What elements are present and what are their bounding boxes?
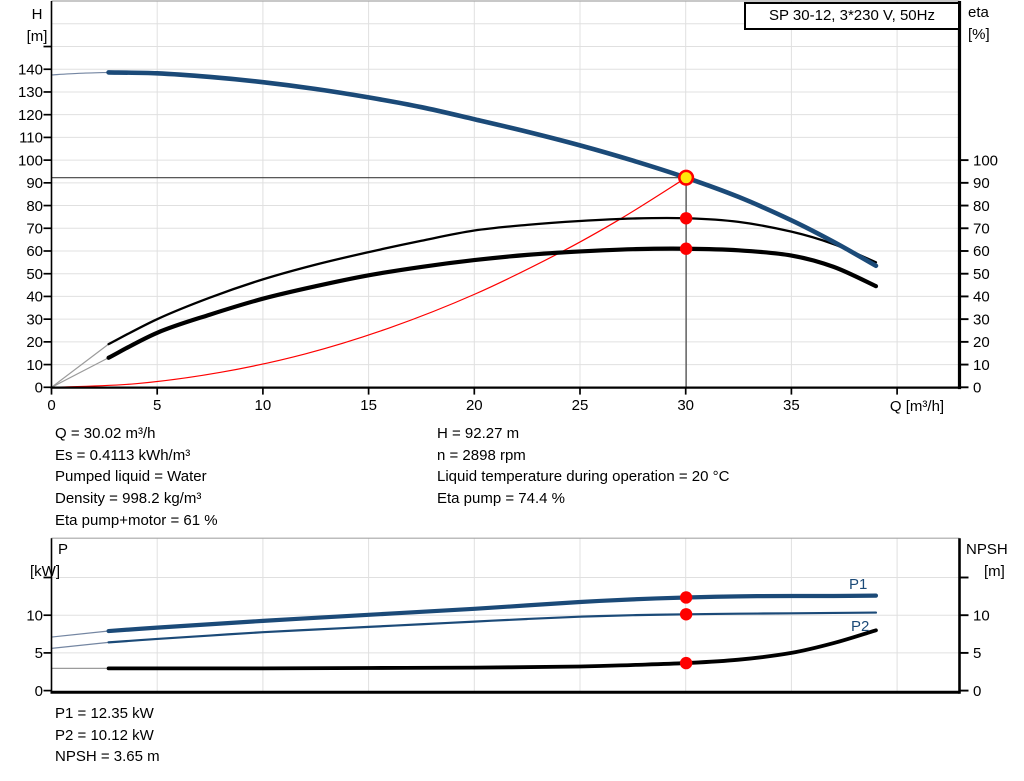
eta-axis-label-symbol: eta — [968, 4, 989, 21]
left-axis-tick-label: 90 — [26, 175, 43, 192]
left-axis-tick-label: 110 — [19, 130, 43, 147]
h-axis-label: H [m] — [14, 4, 60, 48]
p-axis-label-unit: [kW] — [30, 563, 60, 580]
duty-info-right-column: H = 92.27 m n = 2898 rpm Liquid temperat… — [437, 423, 729, 510]
pump-title-box: SP 30-12, 3*230 V, 50Hz — [744, 2, 960, 30]
head-curve — [106, 70, 879, 269]
p2-curve-lead-in — [51, 641, 109, 649]
p1-curve — [106, 593, 879, 634]
eta-pump-motor-curve — [106, 246, 879, 360]
left-axis-tick-label: 130 — [18, 84, 43, 101]
p1-curve-lead-in — [51, 630, 109, 638]
eta-pump-motor-curve-lead-in — [51, 357, 109, 388]
npsh-axis-label-symbol: NPSH — [966, 541, 1008, 558]
eta-axis-label: eta [%] — [968, 2, 1012, 46]
left-axis-tick-label: 20 — [26, 334, 43, 351]
x-axis-tick-label: 30 — [677, 397, 694, 414]
h-axis-label-unit: [m] — [26, 28, 48, 45]
x-axis-tick-label: 0 — [47, 397, 55, 414]
right-axis-tick-label: 30 — [973, 311, 990, 328]
x-axis-tick-label: 25 — [572, 397, 589, 414]
info-head: H = 92.27 m — [437, 425, 520, 442]
eta-axis-label-unit: [%] — [968, 26, 990, 43]
left-axis-tick-label: 30 — [26, 311, 43, 328]
npsh-point — [679, 656, 693, 670]
npsh-curve — [106, 628, 878, 671]
eta-pump-motor-point — [679, 242, 693, 255]
info-eta-pump-motor: Eta pump+motor = 61 % — [55, 511, 218, 529]
right-axis-tick-label: 5 — [973, 645, 981, 662]
right-axis-tick-label: 100 — [973, 152, 998, 169]
info-eta-pump: Eta pump = 74.4 % — [437, 490, 565, 508]
left-axis-tick-label: 80 — [26, 198, 43, 215]
p2-curve-label: P2 — [851, 618, 870, 635]
q-axis-unit-label: Q [m³/h] — [889, 398, 945, 415]
info-p2: P2 = 10.12 kW — [55, 726, 154, 744]
left-axis-tick-label: 60 — [26, 243, 43, 260]
x-axis-tick-label: 20 — [466, 397, 483, 414]
x-axis-tick-label: 5 — [153, 397, 161, 414]
info-pumped-liquid: Pumped liquid = Water — [55, 468, 207, 486]
p1-curve-label: P1 — [849, 576, 868, 593]
info-liquid-temperature: Liquid temperature during operation = 20… — [437, 468, 730, 486]
right-axis-tick-label: 90 — [973, 175, 990, 192]
left-axis-tick-label: 120 — [18, 107, 43, 124]
right-axis-tick-label: 70 — [973, 220, 990, 237]
p-axis-label-symbol: P — [58, 541, 69, 558]
head-curve-lead-in — [51, 71, 109, 76]
info-p1: P1 = 12.35 kW — [55, 705, 154, 722]
eta-pump-curve-lead-in — [51, 343, 109, 388]
npsh-axis-label-unit: [m] — [984, 563, 1005, 580]
p2-point — [679, 608, 693, 621]
x-axis-tick-label: 15 — [360, 397, 377, 414]
right-axis-tick-label: 10 — [973, 357, 990, 374]
p2-curve — [107, 611, 878, 644]
info-specific-energy: Es = 0.4113 kWh/m³ — [55, 446, 191, 464]
right-axis-tick-label: 50 — [973, 266, 990, 283]
left-axis-tick-label: 5 — [35, 645, 43, 662]
duty-info-left-column: Q = 30.02 m³/h Es = 0.4113 kWh/m³ Pumped… — [55, 423, 218, 532]
right-axis-tick-label: 0 — [973, 683, 981, 700]
right-axis-tick-label: 80 — [973, 198, 990, 215]
right-axis-tick-label: 40 — [973, 289, 990, 306]
h-axis-label-symbol: H — [31, 6, 43, 23]
p1-point — [679, 591, 693, 604]
left-axis-tick-label: 10 — [26, 357, 43, 374]
left-axis-tick-label: 100 — [18, 152, 43, 169]
right-axis-tick-label: 0 — [973, 380, 981, 397]
right-axis-tick-label: 20 — [973, 334, 990, 351]
info-density: Density = 998.2 kg/m³ — [55, 490, 202, 508]
eta-pump-point — [679, 212, 693, 225]
right-axis-tick-label: 10 — [973, 607, 990, 624]
right-axis-tick-label: 60 — [973, 243, 990, 260]
info-npsh: NPSH = 3.65 m — [55, 748, 160, 766]
x-axis-tick-label: 35 — [783, 397, 800, 414]
duty-point[interactable] — [678, 169, 695, 186]
left-axis-tick-label: 140 — [18, 61, 43, 78]
info-flow: Q = 30.02 m³/h — [55, 425, 156, 442]
power-info-block: P1 = 12.35 kW P2 = 10.12 kW NPSH = 3.65 … — [55, 703, 160, 768]
left-axis-tick-label: 10 — [26, 607, 43, 624]
system-curve — [51, 177, 687, 388]
eta-pump-curve — [107, 216, 878, 346]
left-axis-tick-label: 0 — [35, 380, 43, 397]
left-axis-tick-label: 50 — [26, 266, 43, 283]
left-axis-tick-label: 70 — [26, 220, 43, 237]
x-axis-tick-label: 10 — [255, 397, 272, 414]
info-speed: n = 2898 rpm — [437, 446, 526, 464]
left-axis-tick-label: 0 — [35, 683, 43, 700]
left-axis-tick-label: 40 — [26, 289, 43, 306]
